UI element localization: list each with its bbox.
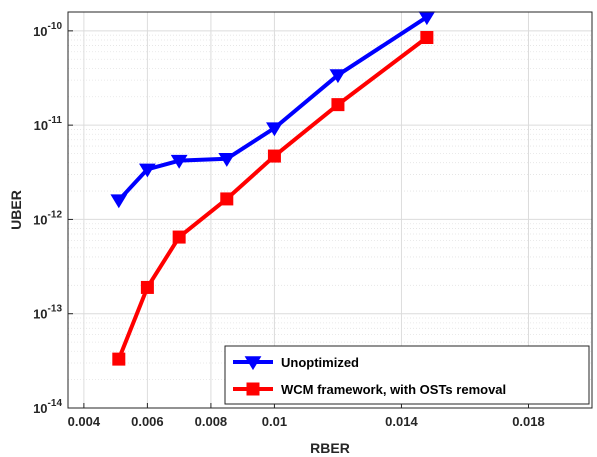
y-tick-label: 10-11 xyxy=(34,115,63,133)
x-axis-label: RBER xyxy=(310,440,350,456)
y-tick-label: 10-14 xyxy=(33,398,62,416)
data-point xyxy=(267,149,281,163)
x-tick-label: 0.014 xyxy=(385,414,418,429)
data-point xyxy=(110,194,128,209)
data-point xyxy=(172,230,186,244)
data-point xyxy=(331,98,345,112)
data-point xyxy=(329,69,347,84)
legend: Unoptimized WCM framework, with OSTs remo… xyxy=(224,345,590,405)
data-point xyxy=(140,280,154,294)
y-tick-label: 10-10 xyxy=(33,21,62,39)
x-tick-label: 0.006 xyxy=(131,414,164,429)
data-point xyxy=(170,154,188,169)
legend-marker-1 xyxy=(246,382,260,396)
data-point xyxy=(266,122,283,137)
legend-label-0: Unoptimized xyxy=(281,355,359,370)
data-point xyxy=(218,153,236,167)
data-point xyxy=(420,31,434,45)
plot-frame xyxy=(67,11,593,409)
legend-marker-0 xyxy=(244,356,262,371)
series-layer xyxy=(110,11,436,366)
x-tick-label: 0.004 xyxy=(68,414,101,429)
y-axis-ticks: 10-14 10-13 10-12 10-11 10-10 xyxy=(33,21,73,416)
legend-box xyxy=(224,345,590,405)
x-tick-label: 0.01 xyxy=(262,414,287,429)
y-axis-label: UBER xyxy=(8,190,24,230)
x-tick-label: 0.018 xyxy=(512,414,545,429)
y-tick-label: 10-13 xyxy=(33,304,62,322)
data-point xyxy=(220,192,234,206)
legend-label-1: WCM framework, with OSTs removal xyxy=(281,382,506,397)
x-axis-ticks: 0.004 0.006 0.008 0.01 0.014 0.018 xyxy=(68,403,545,429)
data-point xyxy=(112,352,126,366)
y-tick-label: 10-12 xyxy=(33,209,62,227)
x-tick-label: 0.008 xyxy=(195,414,228,429)
data-point xyxy=(139,163,156,178)
minor-grid xyxy=(68,34,592,381)
